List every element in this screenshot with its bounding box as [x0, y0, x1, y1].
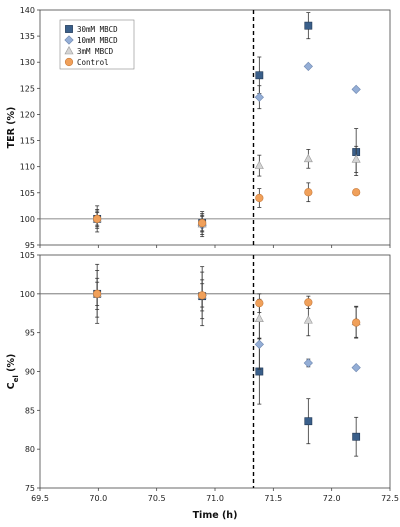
- y-tick-label: 105: [20, 189, 35, 198]
- legend-marker-control: [64, 57, 74, 67]
- y-axis-title: Cel (%): [6, 354, 20, 390]
- legend: 30mM MBCD 10mM MBCD 3mM MBCD Control: [59, 19, 135, 70]
- point-control: [93, 289, 102, 298]
- y-tick-label: 125: [20, 84, 35, 93]
- y-tick-label: 130: [20, 58, 35, 67]
- point-3mm-mbcd: [254, 313, 264, 322]
- y-tick-label: 110: [20, 163, 35, 172]
- point-control: [198, 218, 207, 228]
- legend-marker-10mm-mbcd: [64, 35, 74, 45]
- point-30mm-mbcd: [304, 417, 313, 426]
- point-10mm-mbcd: [351, 84, 361, 95]
- x-tick-label: 70.5: [148, 494, 166, 503]
- y-tick-label: 100: [20, 215, 35, 224]
- point-3mm-mbcd: [351, 154, 361, 163]
- x-tick-label: 72.0: [323, 494, 341, 503]
- point-control: [352, 188, 361, 197]
- point-3mm-mbcd: [254, 160, 264, 169]
- y-tick-label: 75: [25, 484, 35, 493]
- y-tick-label: 120: [20, 110, 35, 119]
- y-tick-label: 95: [25, 241, 35, 250]
- legend-label: 30mM MBCD: [77, 25, 118, 34]
- point-control: [198, 291, 207, 300]
- cel-panel: 75 80 85 90 95 100 105 69.5 70.0 70.5 71.0 71.5 72.0…: [6, 251, 399, 521]
- y-tick-label: 115: [20, 137, 35, 146]
- x-tick-label: 72.5: [381, 494, 399, 503]
- y-tick-label: 100: [20, 290, 35, 299]
- ter-panel: 95 100 105 110 115 120 125 130 135 140 TER (%) 30mM…: [6, 6, 391, 250]
- point-control: [255, 193, 264, 203]
- point-control: [304, 188, 313, 197]
- point-10mm-mbcd: [254, 92, 264, 102]
- legend-marker-3mm-mbcd: [64, 45, 74, 55]
- y-axis-title: TER (%): [6, 107, 17, 149]
- y-tick-label: 80: [25, 445, 35, 454]
- legend-label: 10mM MBCD: [77, 36, 118, 45]
- x-tick-label: 71.5: [264, 494, 282, 503]
- x-tick-label: 70.0: [89, 494, 107, 503]
- x-tick-label: 71.0: [206, 494, 224, 503]
- series-control: [93, 182, 361, 232]
- point-control: [255, 299, 264, 308]
- point-10mm-mbcd: [351, 362, 361, 373]
- point-30mm-mbcd: [255, 71, 264, 80]
- point-30mm-mbcd: [304, 21, 313, 30]
- point-30mm-mbcd: [352, 432, 361, 441]
- point-10mm-mbcd: [303, 61, 313, 72]
- y-tick-label: 90: [25, 368, 35, 377]
- x-axis-title: Time (h): [193, 510, 238, 521]
- point-3mm-mbcd: [303, 153, 313, 163]
- point-control: [304, 298, 313, 307]
- series-control: [93, 281, 361, 339]
- y-tick-label: 95: [25, 329, 35, 338]
- point-control: [93, 214, 102, 223]
- y-tick-label: 85: [25, 406, 35, 415]
- legend-marker-30mm-mbcd: [65, 25, 73, 33]
- point-10mm-mbcd: [303, 358, 313, 368]
- y-tick-label: 105: [20, 251, 35, 260]
- point-3mm-mbcd: [303, 315, 313, 324]
- x-tick-label: 69.5: [31, 494, 49, 503]
- y-tick-label: 140: [20, 6, 35, 15]
- legend-label: Control: [77, 58, 109, 67]
- legend-label: 3mM MBCD: [77, 47, 114, 56]
- y-tick-label: 135: [20, 32, 35, 41]
- point-control: [352, 318, 361, 327]
- point-10mm-mbcd: [254, 339, 264, 349]
